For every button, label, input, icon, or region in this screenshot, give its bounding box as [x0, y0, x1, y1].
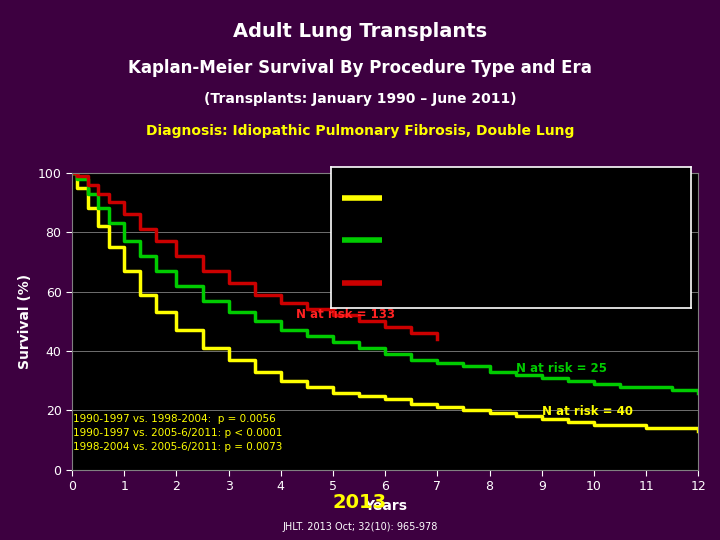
Text: (Transplants: January 1990 – June 2011): (Transplants: January 1990 – June 2011) — [204, 92, 516, 106]
Text: N at risk = 40: N at risk = 40 — [541, 405, 633, 418]
Text: 2013: 2013 — [333, 492, 387, 512]
Text: Adult Lung Transplants: Adult Lung Transplants — [233, 22, 487, 40]
Text: N at risk = 25: N at risk = 25 — [516, 362, 607, 375]
X-axis label: Years: Years — [364, 499, 407, 513]
Text: Kaplan-Meier Survival By Procedure Type and Era: Kaplan-Meier Survival By Procedure Type … — [128, 59, 592, 77]
Text: Diagnosis: Idiopathic Pulmonary Fibrosis, Double Lung: Diagnosis: Idiopathic Pulmonary Fibrosis… — [146, 124, 574, 138]
Text: 1990-1997 vs. 1998-2004:  p = 0.0056
1990-1997 vs. 2005-6/2011: p < 0.0001
1998-: 1990-1997 vs. 1998-2004: p = 0.0056 1990… — [73, 414, 282, 452]
Text: JHLT. 2013 Oct; 32(10): 965-978: JHLT. 2013 Oct; 32(10): 965-978 — [282, 522, 438, 531]
Y-axis label: Survival (%): Survival (%) — [18, 274, 32, 369]
Text: N at risk = 133: N at risk = 133 — [297, 308, 395, 321]
